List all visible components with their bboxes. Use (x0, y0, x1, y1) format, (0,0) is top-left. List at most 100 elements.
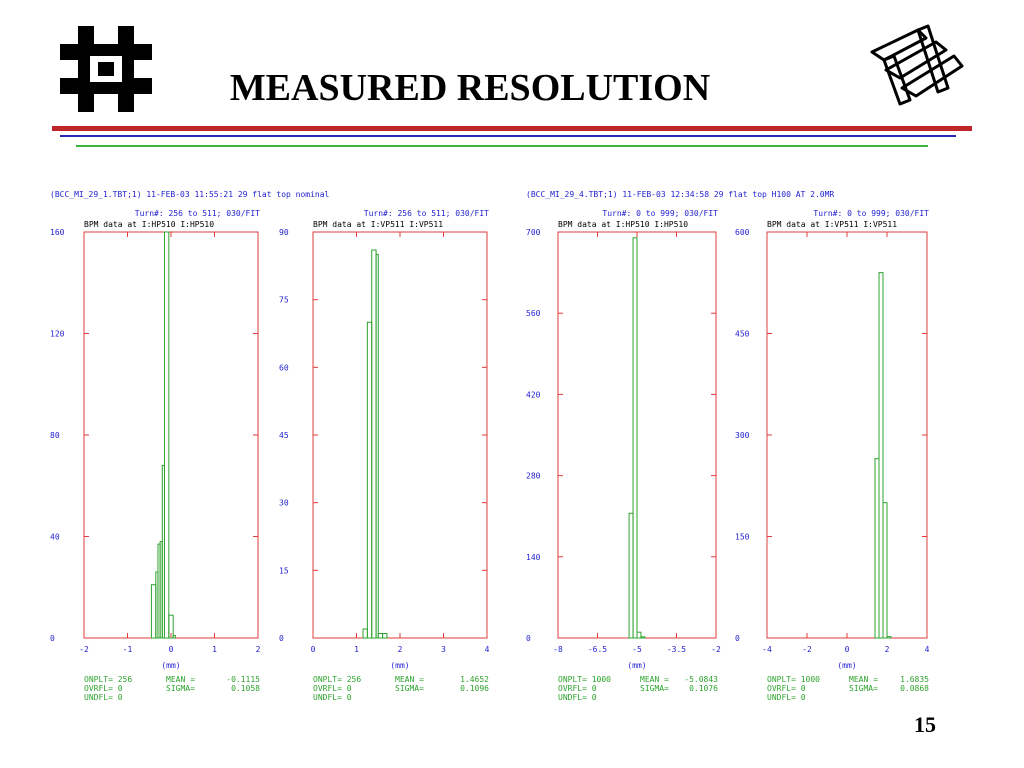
panel-2-xtick-label: 2 (398, 645, 403, 654)
panel-2-xtick-label: 1 (354, 645, 359, 654)
panel-4-ytick-label: 0 (735, 634, 740, 643)
panel-2-ytick-label: 60 (279, 363, 289, 372)
panel-4-stat-key: MEAN = (849, 675, 878, 684)
panel-1-stat-value: -0.1115 (226, 675, 260, 684)
panel-1-stat-name: OVRFL= 0 (84, 684, 123, 693)
panel-4-axes-frame (766, 231, 928, 639)
fermilab-logo-icon (60, 26, 152, 117)
panel-4-histogram-bin (882, 502, 888, 639)
panel-3-ytick-label: 280 (526, 472, 541, 481)
panel-2-stat-value: 1.4652 (460, 675, 489, 684)
panel-4-stat-key: SIGMA= (849, 684, 878, 693)
panel-3-ytick-label: 560 (526, 309, 541, 318)
panel-2-ytick-label: 15 (279, 566, 289, 575)
panel-2-histogram-bin (382, 632, 388, 639)
panel-1-xtick-label: 1 (212, 645, 217, 654)
panel-4-turn-label: Turn#: 0 to 999; 030/FIT (813, 209, 929, 218)
panel-4-xtick-label: 0 (845, 645, 850, 654)
panel-4-xtick-label: -4 (762, 645, 772, 654)
panel-3-ytick-label: 0 (526, 634, 531, 643)
panel-3-stat-key: MEAN = (640, 675, 669, 684)
panel-4-histogram-bin (878, 272, 884, 639)
panel-1-histogram-bin (172, 634, 176, 639)
panel-4-xtick-label: 4 (925, 645, 930, 654)
panel-4-stat-name: ONPLT= 1000 (767, 675, 820, 684)
panel-1-histogram-bin (168, 614, 174, 639)
divider-blue (60, 135, 956, 137)
panel-3-xtick-label: -3.5 (667, 645, 686, 654)
panel-2-ytick-label: 75 (279, 296, 289, 305)
panel-2-stat-name: UNDFL= 0 (313, 693, 352, 702)
panel-4-stat-name: OVRFL= 0 (767, 684, 806, 693)
panel-3-xtick-label: -2 (711, 645, 721, 654)
panel-3-xtick-label: -5 (632, 645, 642, 654)
panel-1-xtick-label: -1 (123, 645, 133, 654)
panel-2-stat-value: 0.1096 (460, 684, 489, 693)
panel-1-ytick-label: 120 (50, 330, 65, 339)
left-run-header: (BCC_MI_29_1.TBT;1) 11-FEB-03 11:55:21 2… (50, 190, 330, 199)
panel-4-bpm-label: BPM data at I:VP511 I:VP511 (767, 220, 897, 229)
panel-3-turn-label: Turn#: 0 to 999; 030/FIT (602, 209, 718, 218)
page-number: 15 (914, 712, 936, 737)
panel-1-histogram-bin (163, 231, 170, 639)
panel-4-xtick-label: 2 (885, 645, 890, 654)
divider-red (52, 126, 972, 131)
panel-2-stat-name: ONPLT= 256 (313, 675, 361, 684)
panel-3-ytick-label: 420 (526, 390, 541, 399)
panel-4-ytick-label: 450 (735, 330, 750, 339)
panel-1-histogram-bin (150, 584, 157, 639)
panel-2-xtick-label: 3 (441, 645, 446, 654)
panel-2-ytick-label: 45 (279, 431, 289, 440)
panel-3-stat-name: ONPLT= 1000 (558, 675, 611, 684)
panel-4-stat-value: 1.6835 (900, 675, 929, 684)
panel-1-stat-value: 0.1058 (231, 684, 260, 693)
panel-1-xtick-label: 2 (256, 645, 261, 654)
panel-1-xtick-label: 0 (169, 645, 174, 654)
panel-2-ytick-label: 90 (279, 228, 289, 237)
panel-2-stat-name: OVRFL= 0 (313, 684, 352, 693)
panel-2-turn-label: Turn#: 256 to 511; 030/FIT (364, 209, 489, 218)
panel-2-ytick-label: 30 (279, 499, 289, 508)
panel-2-axes-frame (312, 231, 488, 639)
divider-green (76, 145, 928, 147)
panel-1-ytick-label: 160 (50, 228, 65, 237)
panel-3-stat-value: 0.1076 (689, 684, 718, 693)
panel-1-stat-key: SIGMA= (166, 684, 195, 693)
panel-3-xlabel: (mm) (627, 661, 646, 670)
panel-2-bpm-label: BPM data at I:VP511 I:VP511 (313, 220, 443, 229)
panel-3-histogram-bin (632, 237, 638, 639)
panel-3-stat-key: SIGMA= (640, 684, 669, 693)
panel-4-ytick-label: 600 (735, 228, 750, 237)
panel-2-stat-key: MEAN = (395, 675, 424, 684)
panel-2-histogram-bin (377, 632, 384, 639)
panel-1-stat-name: ONPLT= 256 (84, 675, 132, 684)
panel-3-xtick-label: -6.5 (588, 645, 607, 654)
panel-3-histogram-bin (636, 631, 642, 639)
wing-logo-icon (866, 22, 970, 117)
panel-1-xlabel: (mm) (161, 661, 180, 670)
panel-2-histogram-bin (375, 254, 379, 639)
panel-2-xtick-label: 4 (485, 645, 490, 654)
panel-3-stat-name: UNDFL= 0 (558, 693, 597, 702)
panel-1-stat-key: MEAN = (166, 675, 195, 684)
panel-2-xlabel: (mm) (390, 661, 409, 670)
panel-2-histogram-bin (371, 249, 377, 639)
right-run-header: (BCC_MI_29_4.TBT;1) 11-FEB-03 12:34:58 2… (526, 190, 835, 199)
panel-2-stat-key: SIGMA= (395, 684, 424, 693)
panel-1-ytick-label: 80 (50, 431, 60, 440)
panel-1-xtick-label: -2 (79, 645, 89, 654)
panel-4-xtick-label: -2 (802, 645, 812, 654)
panel-4-stat-value: 0.0868 (900, 684, 929, 693)
panel-3-stat-value: -5.0843 (684, 675, 718, 684)
panel-1-ytick-label: 0 (50, 634, 55, 643)
panel-2-ytick-label: 0 (279, 634, 284, 643)
panel-4-histogram-bin (886, 636, 892, 639)
panel-3-ytick-label: 700 (526, 228, 541, 237)
panel-4-ytick-label: 300 (735, 431, 750, 440)
panel-3-histogram-bin (640, 636, 646, 639)
panel-1-axes-frame (83, 231, 259, 639)
panel-2-xtick-label: 0 (311, 645, 316, 654)
panel-1-turn-label: Turn#: 256 to 511; 030/FIT (135, 209, 260, 218)
panel-3-xtick-label: -8 (553, 645, 563, 654)
panel-3-stat-name: OVRFL= 0 (558, 684, 597, 693)
